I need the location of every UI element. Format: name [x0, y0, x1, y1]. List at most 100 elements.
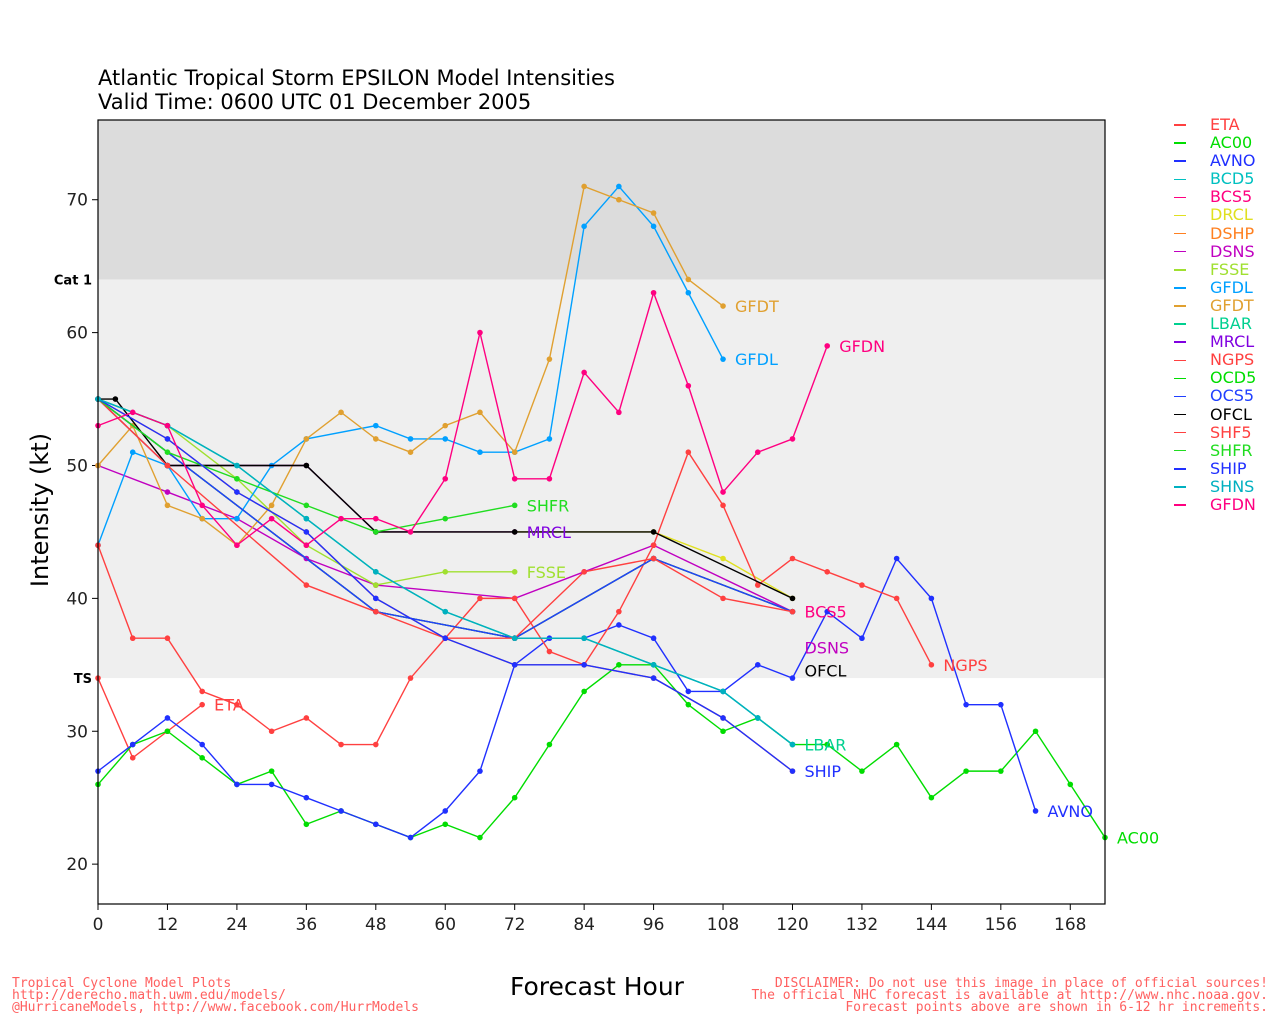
legend-label: AVNO [1210, 151, 1256, 171]
data-point-eta [199, 701, 205, 708]
series-label-lbar: LBAR [804, 736, 846, 755]
data-point-ngps [234, 701, 240, 708]
data-point-avno [893, 555, 900, 562]
legend-label: SHIP [1210, 458, 1247, 478]
threshold-label: TS [74, 672, 92, 687]
data-point-ngps [720, 502, 726, 509]
data-point-ac00 [303, 821, 310, 828]
legend-swatch [1174, 124, 1186, 126]
legend-swatch [1174, 449, 1186, 452]
plot-frame [97, 119, 1106, 905]
data-point-shns [234, 462, 240, 469]
data-point-gfdt [546, 356, 553, 362]
data-point-gfdn [511, 475, 518, 482]
data-point-ac00 [685, 701, 692, 708]
legend-item-dsns: DSNS [1174, 241, 1256, 261]
data-point-ngps [824, 568, 831, 575]
data-point-ngps [199, 688, 205, 695]
data-point-gfdn [407, 529, 414, 535]
tropical-storm-band [98, 279, 1105, 679]
series-label-ac00: AC00 [1117, 829, 1159, 848]
legend-label: MRCL [1210, 332, 1255, 352]
legend-item-ac00: AC00 [1174, 133, 1256, 152]
data-point-gfdn [824, 343, 831, 349]
legend-swatch [1174, 486, 1186, 488]
legend-label: GFDT [1210, 295, 1254, 315]
x-tick-label: 108 [707, 915, 739, 935]
data-point-gfdt [338, 409, 344, 416]
x-tick-label: 156 [985, 915, 1017, 935]
data-point-shfr [164, 449, 171, 456]
data-point-ship [234, 489, 240, 495]
data-point-gfdn [546, 475, 553, 482]
data-point-gfdn [650, 289, 657, 296]
data-point-ac00 [824, 741, 831, 748]
data-point-avno [303, 794, 310, 801]
data-point-ngps [685, 449, 692, 456]
data-point-ngps [164, 635, 171, 642]
data-point-ac00 [998, 768, 1004, 774]
data-point-ac00 [546, 741, 553, 748]
legend-item-bcs5: BCS5 [1174, 188, 1256, 206]
data-point-ngps [859, 582, 865, 588]
series-line-shns [97, 398, 793, 746]
y-tick-label: 70 [66, 191, 88, 211]
legend-swatch [1174, 305, 1186, 307]
data-point-ofcl [112, 396, 119, 402]
data-point-gfdn [164, 422, 171, 429]
data-point-gfdn [616, 409, 622, 416]
data-point-shfr [511, 502, 518, 509]
series-line-ofcl [98, 398, 793, 600]
legend-item-ship: SHIP [1174, 458, 1256, 478]
series-line-gfdn [97, 290, 828, 547]
data-point-gfdl [407, 436, 414, 442]
data-point-ngps [893, 595, 900, 602]
legend-swatch [1174, 232, 1186, 235]
x-tick-label: 60 [434, 915, 456, 935]
data-point-avno [199, 741, 205, 748]
legend-item-dshp: DSHP [1174, 224, 1256, 243]
data-point-avno [338, 808, 344, 814]
data-point-ac00 [893, 741, 900, 748]
series-line-eta [97, 677, 203, 759]
data-point-gfdl [581, 223, 587, 230]
data-point-ngps [789, 555, 796, 562]
legend-label: DSNS [1210, 241, 1255, 261]
data-point-gfdl [234, 515, 240, 522]
footer-disclaimer: DISCLAIMER: Do not use this image in pla… [751, 976, 1268, 1015]
legend-swatch [1174, 413, 1186, 416]
data-point-gfdn [581, 369, 587, 376]
legend-swatch [1174, 196, 1186, 199]
legend-item-mrcl: MRCL [1174, 333, 1256, 351]
data-point-ac00 [963, 768, 969, 774]
data-point-shns [789, 741, 796, 748]
data-point-avno [1032, 808, 1039, 814]
y-tick-label: 50 [66, 456, 88, 476]
data-point-gfdn [477, 329, 483, 336]
data-point-avno [998, 701, 1004, 708]
y-tick-label: 60 [66, 324, 88, 344]
data-point-shns [754, 715, 761, 721]
data-point-ofcl [303, 462, 310, 469]
legend-item-fsse: FSSE [1174, 260, 1256, 279]
series-label-ofcl: OFCL [804, 661, 846, 680]
data-point-gfdn [303, 542, 310, 549]
data-point-gfdt [303, 436, 310, 442]
legend-swatch [1174, 160, 1186, 162]
data-point-ship [511, 662, 518, 668]
chart-title: Atlantic Tropical Storm EPSILON Model In… [98, 66, 615, 114]
series-label-eta: ETA [214, 696, 244, 715]
data-point-avno [129, 741, 136, 748]
data-point-ship [164, 436, 171, 442]
data-point-ngps [616, 608, 622, 615]
data-point-gfdt [477, 409, 483, 416]
data-point-avno [234, 781, 240, 788]
data-point-ngps [268, 728, 275, 735]
legend-swatch [1174, 142, 1186, 144]
x-tick-label: 0 [93, 915, 104, 935]
legend-item-shfr: SHFR [1174, 440, 1256, 460]
data-point-eta [129, 755, 136, 761]
threshold-label: Cat 1 [54, 273, 92, 288]
legend-label: SHFR [1210, 440, 1253, 460]
legend-label: DRCL [1210, 205, 1253, 225]
